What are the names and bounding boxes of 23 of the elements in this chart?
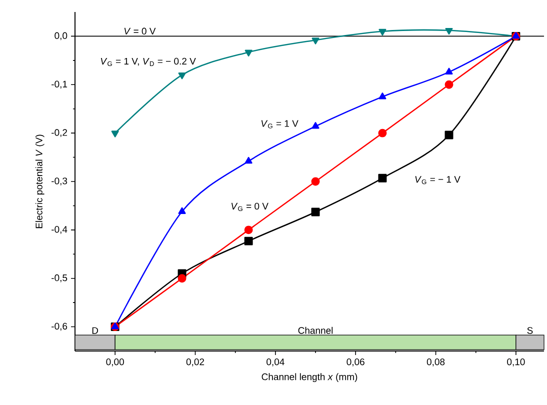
y-tick-label: 0,0 [54,32,68,40]
series-label: V$_{G}$ = 1 V, V$_{D}$ = − 0.2 V [100,58,196,66]
x-axis-title: Channel length x (mm) [262,373,358,382]
y-axis-title: Electric potential V (V) [35,134,44,228]
band-label: Channel [298,326,333,334]
series-label: V$_{G}$ = 0 V [231,202,268,212]
y-tick-label: -0,6 [52,322,68,331]
y-tick-label: -0,2 [52,129,68,137]
x-tick-label: 0,02 [186,358,204,366]
x-tick-label: 0,00 [106,358,124,366]
x-tick-label: 0,08 [426,358,445,366]
band-label: S [527,327,533,334]
y-tick-label: -0,5 [52,274,68,282]
x-tick-label: 0,06 [346,358,364,366]
series-label: V$_{G}$ = 1 V [261,120,298,128]
x-tick-label: 0,04 [266,358,284,366]
series-label: V$_{G}$ = − 1 V [415,176,460,184]
band-label: D [92,327,98,334]
ref-line-label: V = 0 V [124,28,156,35]
x-tick-label: 0,10 [507,358,525,366]
y-tick-label: -0,4 [52,226,68,234]
y-tick-label: -0,1 [52,80,68,89]
y-tick-label: -0,3 [52,178,68,186]
